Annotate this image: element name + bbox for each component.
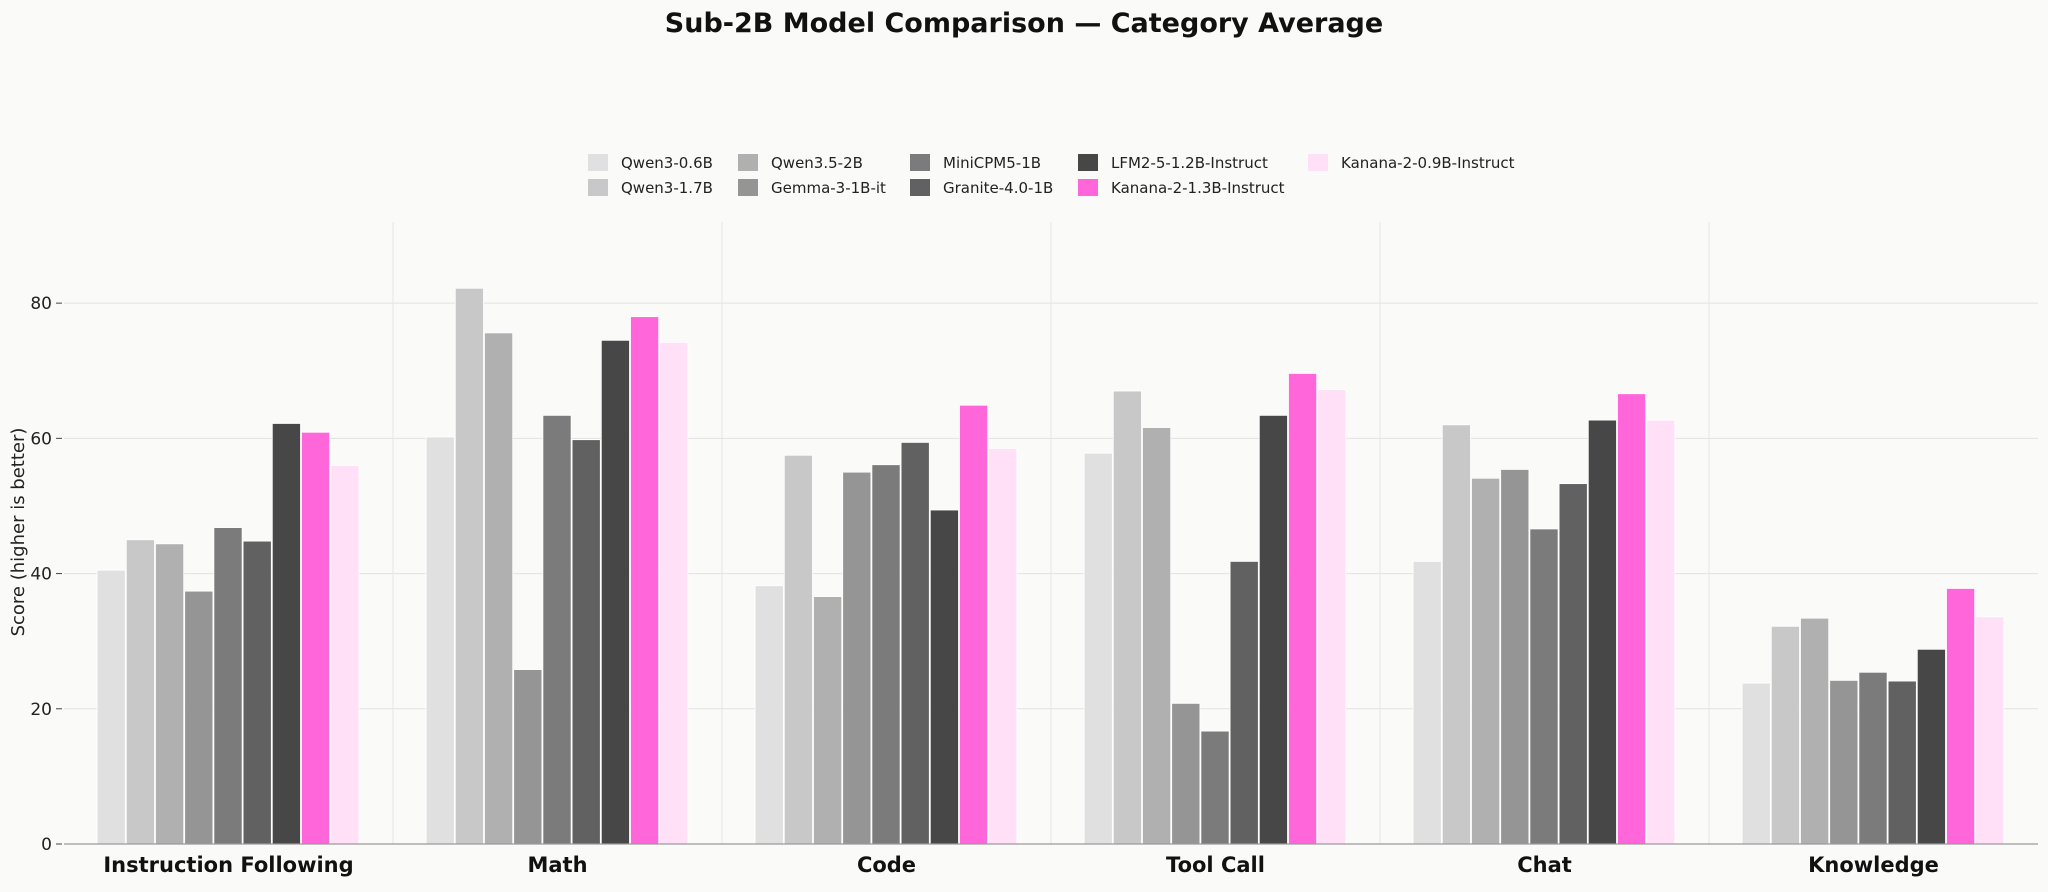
- legend-swatch: [910, 154, 930, 171]
- legend-label: Qwen3-0.6B: [621, 154, 713, 172]
- bar-granite-4-0-1b-instruction-following: [242, 540, 272, 845]
- bar-qwen3-5-2b-tool-call: [1142, 427, 1172, 845]
- bar-minicpm5-1b-instruction-following: [213, 527, 243, 845]
- bar-qwen3-5-2b-code: [813, 596, 843, 845]
- y-tick-label: 40: [30, 565, 52, 585]
- axis-layer: 0 20 40 60 80 Instruction Following Math Code To…: [30, 294, 2038, 877]
- bar-lfm2-5-1-2b-instruct-tool-call: [1258, 414, 1288, 845]
- x-category-label: Tool Call: [1166, 853, 1265, 877]
- grid-layer: [64, 222, 2038, 844]
- bar-qwen3-5-2b-math: [484, 332, 514, 845]
- legend-swatch: [588, 179, 608, 196]
- y-axis-title: Score (higher is better): [8, 428, 29, 637]
- legend-label: MiniCPM5-1B: [943, 154, 1041, 172]
- legend-swatch: [1308, 154, 1328, 171]
- legend-label: Gemma-3-1B-it: [771, 179, 886, 197]
- bar-gemma-3-1b-it-chat: [1500, 469, 1530, 845]
- bar-gemma-3-1b-it-knowledge: [1829, 679, 1859, 845]
- bar-qwen3-5-2b-chat: [1471, 477, 1501, 845]
- y-tick-label: 80: [30, 294, 52, 314]
- bar-lfm2-5-1-2b-instruct-instruction-following: [271, 423, 301, 845]
- x-category-label: Knowledge: [1808, 853, 1939, 877]
- bar-kanana-2-1-3b-instruct-knowledge: [1946, 588, 1976, 845]
- legend-label: Granite-4.0-1B: [943, 179, 1053, 197]
- bar-qwen3-0-6b-instruction-following: [96, 569, 126, 845]
- legend-label: Kanana-2-1.3B-Instruct: [1111, 179, 1285, 197]
- bar-kanana-2-1-3b-instruct-code: [959, 404, 989, 845]
- bar-lfm2-5-1-2b-instruct-math: [600, 339, 630, 845]
- bar-qwen3-1-7b-knowledge: [1770, 625, 1800, 845]
- bar-kanana-2-0-9b-instruct-instruction-following: [330, 464, 360, 845]
- bar-qwen3-0-6b-math: [425, 436, 455, 845]
- chart-title: Sub-2B Model Comparison — Category Avera…: [665, 8, 1383, 39]
- bar-qwen3-5-2b-knowledge: [1800, 617, 1830, 845]
- legend-swatch: [738, 179, 758, 196]
- bar-kanana-2-0-9b-instruct-math: [659, 341, 689, 845]
- legend: Qwen3-0.6B Qwen3-1.7B Qwen3.5-2B Gemma-3-1B…: [588, 154, 1515, 197]
- bar-granite-4-0-1b-chat: [1558, 483, 1588, 845]
- bar-qwen3-0-6b-tool-call: [1083, 452, 1113, 845]
- bar-kanana-2-1-3b-instruct-tool-call: [1288, 373, 1318, 845]
- bar-lfm2-5-1-2b-instruct-code: [929, 509, 959, 845]
- bar-kanana-2-0-9b-instruct-code: [988, 448, 1018, 845]
- bar-granite-4-0-1b-code: [900, 442, 930, 845]
- legend-label: Qwen3.5-2B: [771, 154, 863, 172]
- y-tick-label: 20: [30, 700, 52, 720]
- bar-minicpm5-1b-math: [542, 414, 572, 845]
- y-tick-label: 60: [30, 429, 52, 449]
- legend-label: Qwen3-1.7B: [621, 179, 713, 197]
- bar-qwen3-0-6b-code: [754, 585, 784, 845]
- x-category-label: Instruction Following: [103, 853, 353, 877]
- bar-gemma-3-1b-it-instruction-following: [184, 590, 214, 845]
- legend-swatch: [910, 179, 930, 196]
- legend-label: LFM2-5-1.2B-Instruct: [1111, 154, 1268, 172]
- bar-kanana-2-0-9b-instruct-tool-call: [1317, 389, 1347, 845]
- legend-swatch: [1078, 179, 1098, 196]
- bar-gemma-3-1b-it-tool-call: [1171, 702, 1201, 845]
- bar-minicpm5-1b-tool-call: [1200, 730, 1230, 845]
- bar-minicpm5-1b-chat: [1529, 528, 1559, 845]
- legend-label: Kanana-2-0.9B-Instruct: [1341, 154, 1515, 172]
- x-category-label: Chat: [1517, 853, 1572, 877]
- bar-qwen3-1-7b-tool-call: [1112, 390, 1142, 845]
- bar-qwen3-5-2b-instruction-following: [155, 543, 185, 845]
- bar-gemma-3-1b-it-math: [513, 669, 543, 845]
- bar-qwen3-1-7b-instruction-following: [125, 539, 155, 845]
- bar-kanana-2-1-3b-instruct-chat: [1617, 393, 1647, 845]
- bar-qwen3-0-6b-knowledge: [1741, 682, 1771, 845]
- legend-swatch: [1078, 154, 1098, 171]
- bar-lfm2-5-1-2b-instruct-chat: [1587, 419, 1617, 845]
- bar-granite-4-0-1b-knowledge: [1887, 680, 1917, 845]
- bar-minicpm5-1b-code: [871, 464, 901, 845]
- legend-swatch: [588, 154, 608, 171]
- x-category-label: Math: [527, 853, 587, 877]
- bar-qwen3-1-7b-chat: [1441, 424, 1471, 845]
- bar-granite-4-0-1b-math: [571, 439, 601, 845]
- bar-kanana-2-0-9b-instruct-knowledge: [1975, 616, 2005, 845]
- bar-kanana-2-1-3b-instruct-math: [630, 316, 660, 845]
- bar-granite-4-0-1b-tool-call: [1229, 560, 1259, 845]
- y-tick-label: 0: [41, 835, 52, 855]
- bar-gemma-3-1b-it-code: [842, 471, 872, 845]
- bar-qwen3-1-7b-code: [783, 454, 813, 845]
- bar-kanana-2-1-3b-instruct-instruction-following: [301, 431, 331, 845]
- bar-qwen3-1-7b-math: [454, 287, 484, 845]
- bar-lfm2-5-1-2b-instruct-knowledge: [1916, 648, 1946, 845]
- bar-minicpm5-1b-knowledge: [1858, 671, 1888, 845]
- legend-swatch: [738, 154, 758, 171]
- bar-kanana-2-0-9b-instruct-chat: [1646, 419, 1676, 845]
- bar-qwen3-0-6b-chat: [1412, 560, 1442, 845]
- x-category-label: Code: [857, 853, 916, 877]
